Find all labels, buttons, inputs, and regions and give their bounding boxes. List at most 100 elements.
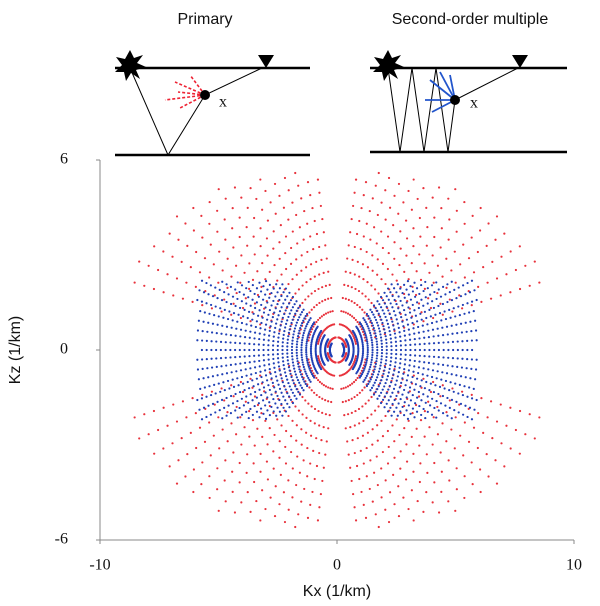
coverage-dot xyxy=(364,181,368,184)
coverage-dot xyxy=(202,406,206,409)
coverage-dot xyxy=(370,361,373,364)
coverage-dot xyxy=(368,329,371,332)
coverage-dot xyxy=(370,336,373,339)
coverage-dot xyxy=(364,363,367,366)
coverage-dot xyxy=(389,302,392,305)
coverage-dot xyxy=(383,328,386,331)
coverage-dot xyxy=(463,385,466,388)
coverage-dot xyxy=(394,361,397,364)
coverage-dot xyxy=(425,491,428,494)
coverage-dot xyxy=(455,230,458,233)
coverage-dot xyxy=(264,417,268,420)
coverage-dot xyxy=(291,339,294,342)
coverage-dot xyxy=(439,402,443,405)
coverage-dot xyxy=(509,406,512,409)
coverage-dot xyxy=(378,367,381,370)
coverage-dot xyxy=(412,227,415,230)
coverage-dot xyxy=(428,348,431,352)
coverage-dot xyxy=(389,333,392,336)
coverage-dot xyxy=(217,416,220,419)
coverage-dot xyxy=(267,313,270,316)
coverage-dot xyxy=(271,381,274,385)
coverage-dot xyxy=(403,296,406,299)
coverage-dot xyxy=(299,370,302,373)
coverage-dot xyxy=(320,438,323,442)
coverage-dot xyxy=(437,304,440,308)
coverage-dot xyxy=(383,312,386,315)
coverage-dot xyxy=(310,373,314,376)
coverage-dot xyxy=(361,405,364,408)
coverage-dot xyxy=(364,332,367,335)
coverage-dot xyxy=(215,332,218,335)
coverage-dot xyxy=(406,417,410,420)
coverage-dot xyxy=(249,377,252,380)
coverage-dot xyxy=(389,364,392,367)
coverage-dot xyxy=(457,392,460,395)
coverage-dot xyxy=(397,307,400,310)
coverage-dot xyxy=(451,357,455,360)
coverage-dot xyxy=(432,335,435,338)
coverage-dot xyxy=(310,326,313,329)
coverage-dot xyxy=(385,352,388,355)
coverage-dot xyxy=(474,319,477,322)
coverage-dot xyxy=(447,500,450,503)
coverage-dot xyxy=(278,503,281,506)
coverage-dot xyxy=(259,245,262,248)
coverage-dot xyxy=(470,393,473,396)
coverage-dot xyxy=(298,471,301,474)
coverage-dot xyxy=(272,357,275,361)
coverage-dot xyxy=(446,396,449,400)
coverage-dot xyxy=(355,232,359,236)
coverage-dot xyxy=(407,278,410,281)
coverage-dot xyxy=(300,443,303,446)
coverage-dot xyxy=(243,361,247,365)
coverage-dot xyxy=(245,302,248,305)
coverage-dot xyxy=(423,342,426,345)
coverage-dot xyxy=(245,410,248,413)
coverage-dot xyxy=(354,355,357,358)
coverage-dot xyxy=(449,381,452,384)
coverage-dot xyxy=(322,271,325,274)
coverage-dot xyxy=(418,253,421,256)
coverage-dot xyxy=(251,318,254,321)
coverage-dot xyxy=(330,342,333,345)
coverage-dot xyxy=(380,201,383,204)
coverage-dot xyxy=(376,483,379,487)
coverage-dot xyxy=(346,284,350,287)
coverage-dot xyxy=(268,363,271,366)
coverage-dot xyxy=(252,385,255,388)
coverage-dot xyxy=(366,351,369,354)
coverage-dot xyxy=(395,418,398,421)
coverage-dot xyxy=(309,317,312,320)
coverage-dot xyxy=(220,332,223,335)
coverage-dot xyxy=(386,429,389,433)
coverage-dot xyxy=(287,381,290,385)
coverage-dot xyxy=(153,452,156,455)
coverage-dot xyxy=(407,293,410,296)
coverage-dot xyxy=(238,306,242,310)
coverage-dot xyxy=(282,337,285,340)
coverage-dot xyxy=(318,301,321,305)
coverage-dot xyxy=(281,345,284,348)
coverage-dot xyxy=(423,387,427,390)
coverage-dot xyxy=(295,300,298,303)
coverage-dot xyxy=(397,212,400,215)
coverage-dot xyxy=(479,468,482,471)
coverage-dot xyxy=(295,387,298,391)
coverage-dot xyxy=(294,405,297,408)
coverage-dot xyxy=(386,375,389,378)
coverage-dot xyxy=(408,386,412,389)
coverage-dot xyxy=(303,329,306,332)
coverage-dot xyxy=(243,355,246,358)
coverage-dot xyxy=(353,336,356,340)
coverage-dot xyxy=(423,310,427,313)
coverage-dot xyxy=(288,291,291,294)
coverage-dot xyxy=(379,382,382,385)
coverage-dot xyxy=(305,346,308,349)
coverage-dot xyxy=(189,431,192,435)
coverage-dot xyxy=(426,226,429,229)
coverage-dot xyxy=(489,297,493,300)
coverage-dot xyxy=(359,248,362,251)
coverage-dot xyxy=(394,314,397,317)
coverage-dot xyxy=(147,433,150,436)
